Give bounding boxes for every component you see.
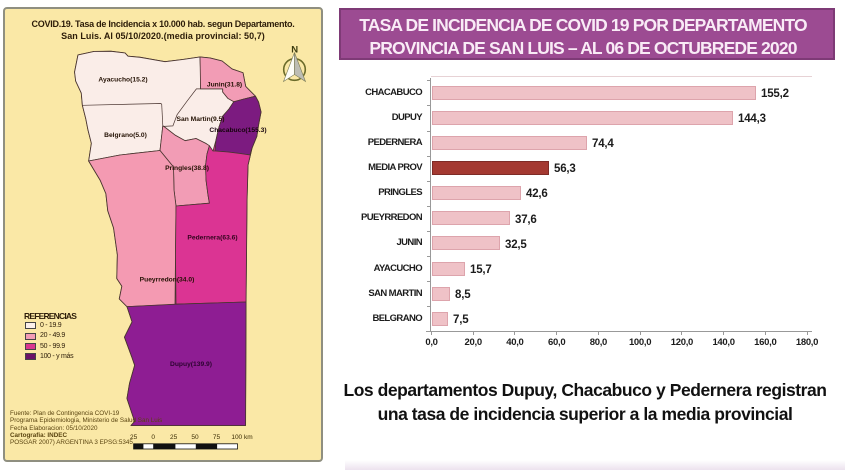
svg-text:N: N [291, 45, 298, 56]
svg-text:75: 75 [213, 434, 221, 441]
svg-text:Dupuy(139.9): Dupuy(139.9) [170, 361, 212, 368]
svg-text:Pringles(38.8): Pringles(38.8) [165, 165, 209, 172]
svg-text:25: 25 [170, 434, 178, 441]
svg-text:100 km: 100 km [231, 434, 252, 441]
svg-text:25: 25 [130, 434, 138, 441]
svg-text:Chacabuco(155.3): Chacabuco(155.3) [209, 127, 266, 134]
svg-text:Junin(31.8): Junin(31.8) [207, 82, 242, 89]
svg-text:San Martin(9.5): San Martin(9.5) [177, 116, 225, 123]
svg-text:Pueyrredon(34.0): Pueyrredon(34.0) [140, 277, 195, 284]
svg-text:0: 0 [151, 434, 155, 441]
svg-text:Pedernera(63.6): Pedernera(63.6) [187, 235, 237, 242]
svg-text:Belgrano(5.0): Belgrano(5.0) [104, 132, 147, 139]
svg-text:Ayacucho(15.2): Ayacucho(15.2) [98, 77, 147, 84]
svg-text:50: 50 [191, 434, 199, 441]
